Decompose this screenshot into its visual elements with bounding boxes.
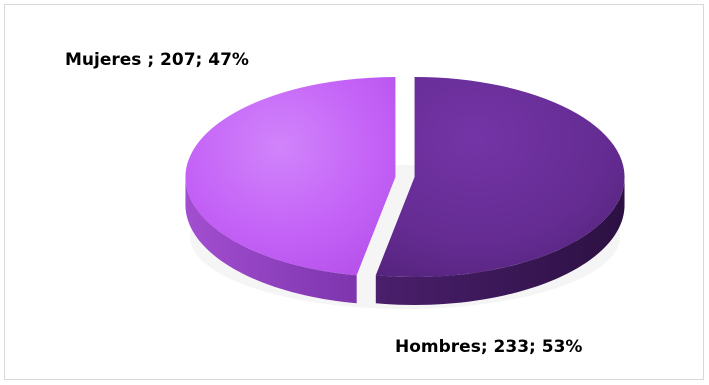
- data-label-mujeres: Mujeres ; 207; 47%: [65, 50, 249, 70]
- slice-mujeres-top: [185, 77, 396, 276]
- slice-mujeres: [185, 77, 396, 304]
- slice-hombres-side: [375, 175, 625, 305]
- chart-frame: Mujeres ; 207; 47% Hombres; 233; 53%: [4, 4, 704, 380]
- data-label-hombres: Hombres; 233; 53%: [395, 337, 583, 357]
- slice-hombres: [375, 77, 625, 305]
- slice-mujeres-side: [185, 177, 357, 304]
- slices-layer: [185, 77, 625, 305]
- pie-chart: [185, 77, 625, 309]
- slice-hombres-top: [375, 77, 625, 278]
